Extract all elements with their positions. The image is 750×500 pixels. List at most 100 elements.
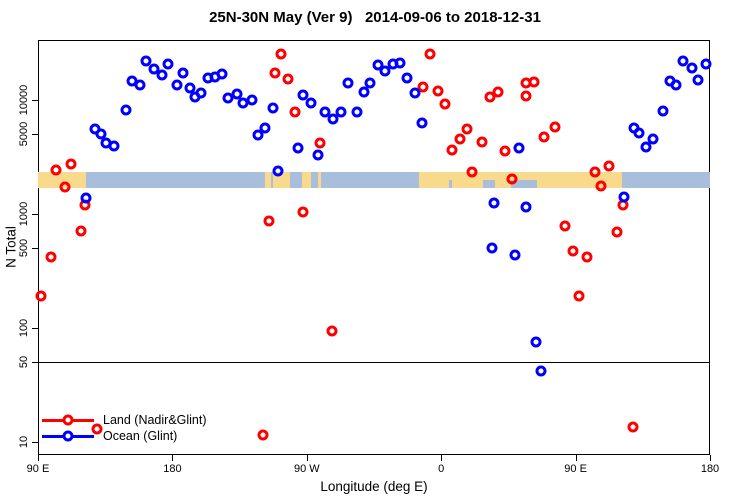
y-tick xyxy=(32,214,38,215)
data-point-ocean xyxy=(222,92,234,104)
data-point-ocean xyxy=(184,82,196,94)
map-strip-ocean xyxy=(320,172,419,188)
data-point-ocean xyxy=(401,72,413,84)
data-point-ocean xyxy=(530,336,542,348)
data-point-ocean xyxy=(351,106,363,118)
y-tick xyxy=(32,442,38,443)
data-point-ocean xyxy=(156,69,168,81)
plot-area xyxy=(38,40,710,455)
legend-label-land: Land (Nadir&Glint) xyxy=(103,413,207,427)
data-point-ocean xyxy=(327,113,339,125)
data-point-land xyxy=(75,225,87,237)
data-point-ocean xyxy=(259,122,271,134)
map-strip-ocean xyxy=(621,172,710,188)
data-point-land xyxy=(466,166,478,178)
data-point-land xyxy=(289,106,301,118)
data-point-ocean xyxy=(95,128,107,140)
data-point-land xyxy=(461,123,473,135)
data-point-land xyxy=(439,98,451,110)
x-tick-label: 90 E xyxy=(26,463,50,475)
data-point-land xyxy=(573,290,585,302)
data-point-land xyxy=(326,325,338,337)
y-tick-label: 50 xyxy=(18,356,30,369)
data-point-land xyxy=(257,429,269,441)
map-strip-ocean xyxy=(311,172,318,188)
data-point-ocean xyxy=(162,58,174,70)
data-point-land xyxy=(417,81,429,93)
x-tick-label: 180 xyxy=(700,463,720,475)
data-point-ocean xyxy=(520,201,532,213)
data-point-ocean xyxy=(364,77,376,89)
map-strip-land xyxy=(264,172,271,188)
data-point-ocean xyxy=(319,106,331,118)
data-point-land xyxy=(581,251,593,263)
y-tick-label: 10 xyxy=(18,435,30,449)
map-strip-land xyxy=(318,172,321,188)
data-point-ocean xyxy=(272,165,284,177)
data-point-ocean xyxy=(297,89,309,101)
map-strip-ocean xyxy=(290,172,303,188)
data-point-land xyxy=(528,76,540,88)
x-tick xyxy=(441,455,442,461)
data-point-land xyxy=(446,144,458,156)
data-point-ocean xyxy=(80,192,92,204)
data-point-ocean xyxy=(148,63,160,75)
y-axis-title: N Total xyxy=(3,226,19,268)
legend-symbol-land xyxy=(42,414,94,426)
data-point-ocean xyxy=(647,133,659,145)
data-point-land xyxy=(275,48,287,60)
data-point-land xyxy=(589,166,601,178)
open-circle-icon xyxy=(62,430,74,442)
data-point-ocean xyxy=(670,79,682,91)
data-point-land xyxy=(50,164,62,176)
data-point-ocean xyxy=(633,127,645,139)
data-point-ocean xyxy=(305,97,317,109)
data-point-ocean xyxy=(379,65,391,77)
chart-title: 25N-30N May (Ver 9) 2014-09-06 to 2018-1… xyxy=(209,9,541,26)
x-tick xyxy=(307,455,308,461)
data-point-ocean xyxy=(171,79,183,91)
legend: Land (Nadir&Glint) Ocean (Glint) xyxy=(42,412,207,444)
data-point-ocean xyxy=(216,68,228,80)
data-point-land xyxy=(499,145,511,157)
data-point-land xyxy=(91,423,103,435)
data-point-land xyxy=(611,226,623,238)
data-point-ocean xyxy=(231,88,243,100)
x-tick xyxy=(710,455,711,461)
data-point-ocean xyxy=(177,67,189,79)
y-tick-label: 500 xyxy=(18,239,30,258)
x-tick xyxy=(576,455,577,461)
data-point-land xyxy=(538,131,550,143)
data-point-land xyxy=(314,137,326,149)
y-tick xyxy=(32,134,38,135)
data-point-ocean xyxy=(342,77,354,89)
x-tick-label: 180 xyxy=(163,463,182,475)
data-point-ocean xyxy=(409,87,421,99)
y-tick xyxy=(32,328,38,329)
data-point-ocean xyxy=(312,149,324,161)
y-tick-label: 10000 xyxy=(18,84,30,116)
x-tick xyxy=(172,455,173,461)
data-point-land xyxy=(424,48,436,60)
data-point-land xyxy=(567,245,579,257)
data-point-ocean xyxy=(335,106,347,118)
data-point-ocean xyxy=(252,129,264,141)
map-strip-ocean-notch xyxy=(483,180,495,188)
y-tick xyxy=(32,100,38,101)
data-point-ocean xyxy=(358,86,370,98)
map-strip-ocean xyxy=(85,172,265,188)
data-point-ocean xyxy=(692,74,704,86)
reference-line-50 xyxy=(38,362,710,363)
x-axis-title: Longitude (deg E) xyxy=(320,479,428,494)
data-point-land xyxy=(269,67,281,79)
data-point-ocean xyxy=(372,59,384,71)
open-circle-icon xyxy=(62,414,74,426)
data-point-land xyxy=(627,421,639,433)
data-point-ocean xyxy=(513,142,525,154)
data-point-ocean xyxy=(618,191,630,203)
map-strip-ocean-notch xyxy=(511,180,537,188)
data-point-ocean xyxy=(700,58,712,70)
data-point-ocean xyxy=(195,87,207,99)
data-point-ocean xyxy=(120,104,132,116)
